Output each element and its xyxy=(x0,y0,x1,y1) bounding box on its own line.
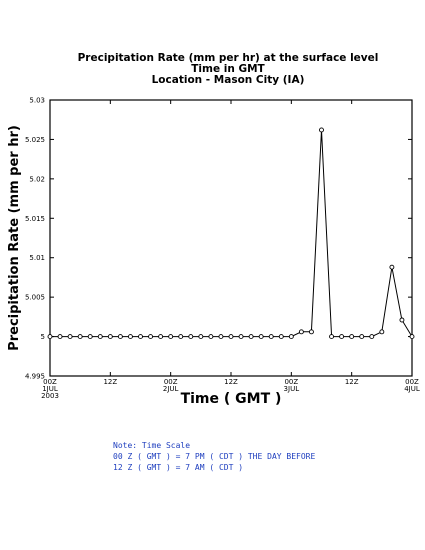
data-point xyxy=(127,334,133,340)
data-points xyxy=(47,127,415,340)
data-point xyxy=(409,334,415,340)
data-point xyxy=(278,334,284,340)
y-tick-label: 5.015 xyxy=(25,215,45,223)
y-tick-label: 4.995 xyxy=(25,373,45,381)
data-point xyxy=(228,334,234,340)
y-tick-label: 5.01 xyxy=(29,254,45,262)
chart-title-line-1: Precipitation Rate (mm per hr) at the su… xyxy=(78,52,379,64)
x-tick-label: 00Z xyxy=(405,378,419,386)
x-tick-label: 1JUL xyxy=(42,385,58,393)
data-point xyxy=(308,329,314,335)
y-tick-label: 5.03 xyxy=(29,97,45,105)
data-point xyxy=(188,334,194,340)
x-tick-label: 2003 xyxy=(41,392,59,400)
chart-title-line-3: Location - Mason City (IA) xyxy=(152,74,305,86)
data-point xyxy=(399,317,405,323)
chart-title: Precipitation Rate (mm per hr) at the su… xyxy=(78,52,379,86)
data-point xyxy=(329,334,335,340)
data-point xyxy=(57,334,63,340)
data-point xyxy=(258,334,264,340)
y-axis-ticks: 4.995 5 5.005 5.01 5.015 5.02 5.025 5.03 xyxy=(25,97,412,381)
x-axis-title: Time ( GMT ) xyxy=(181,391,282,407)
data-point xyxy=(77,334,83,340)
data-point xyxy=(288,334,294,340)
series-line xyxy=(50,129,413,338)
data-point xyxy=(248,334,254,340)
data-point xyxy=(138,334,143,340)
chart-title-line-2: Time in GMT xyxy=(191,63,265,75)
data-point xyxy=(168,334,174,340)
data-point xyxy=(178,334,184,340)
x-tick-label: 3JUL xyxy=(284,385,300,393)
data-point xyxy=(117,334,123,340)
note-line-2: 00 Z ( GMT ) = 7 PM ( CDT ) THE DAY BEFO… xyxy=(113,452,316,461)
data-point xyxy=(87,334,93,340)
data-point xyxy=(369,334,375,340)
data-point xyxy=(298,329,304,335)
x-tick-label: 12Z xyxy=(345,378,359,386)
data-point xyxy=(319,127,324,133)
x-tick-label: 2JUL xyxy=(163,385,179,393)
y-tick-label: 5.025 xyxy=(25,136,45,144)
data-point xyxy=(148,334,154,340)
data-point xyxy=(268,334,274,340)
data-point xyxy=(67,334,73,340)
data-point xyxy=(389,264,395,270)
note-line-1: Note: Time Scale xyxy=(113,441,191,450)
y-axis-title: Precipitation Rate (mm per hr) xyxy=(7,125,22,351)
data-point xyxy=(208,334,214,340)
x-tick-label: 00Z xyxy=(43,378,57,386)
data-point xyxy=(198,334,204,340)
data-point xyxy=(97,334,103,340)
data-point xyxy=(47,334,53,340)
data-point xyxy=(379,329,385,335)
y-tick-label: 5.02 xyxy=(29,175,45,183)
x-tick-label: 00Z xyxy=(284,378,298,386)
data-point xyxy=(339,334,345,340)
y-tick-label: 5.005 xyxy=(25,294,45,302)
data-point xyxy=(107,334,113,340)
data-point xyxy=(158,334,164,340)
x-tick-label: 12Z xyxy=(224,378,238,386)
data-point xyxy=(238,334,244,340)
data-point xyxy=(359,334,365,340)
data-point xyxy=(349,334,355,340)
x-tick-label: 12Z xyxy=(103,378,117,386)
time-scale-note: Note: Time Scale 00 Z ( GMT ) = 7 PM ( C… xyxy=(113,440,315,473)
note-line-3: 12 Z ( GMT ) = 7 AM ( CDT ) xyxy=(113,463,244,472)
x-tick-label: 00Z xyxy=(164,378,178,386)
y-tick-label: 5 xyxy=(41,333,45,341)
x-tick-label: 4JUL xyxy=(404,385,420,393)
data-point xyxy=(218,334,224,340)
